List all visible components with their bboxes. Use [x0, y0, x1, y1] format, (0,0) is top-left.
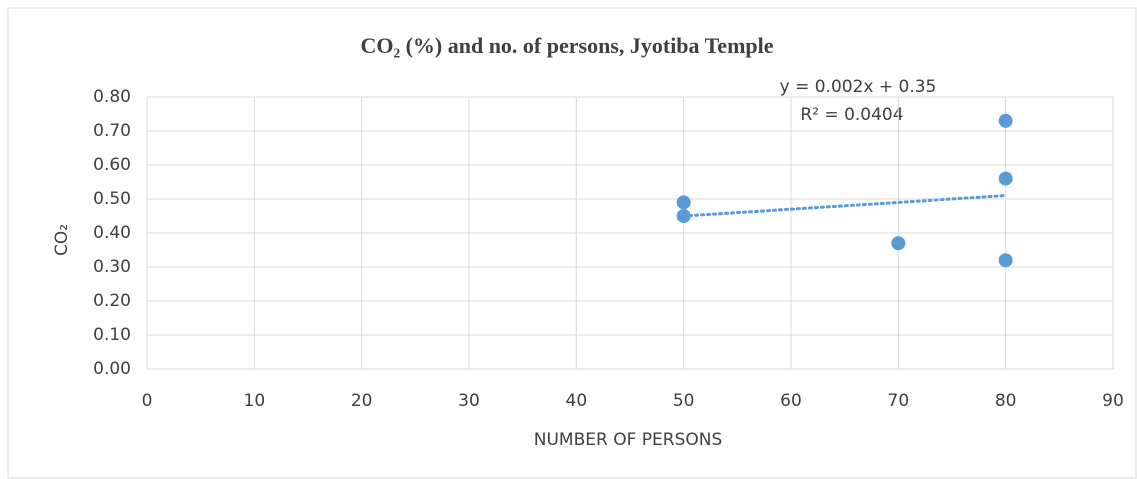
trend-equation: y = 0.002x + 0.35 — [780, 77, 937, 97]
scatter-point — [998, 171, 1013, 186]
scatter-point — [891, 236, 906, 251]
x-tick-label: 0 — [142, 391, 153, 411]
x-tick-label: 50 — [673, 391, 695, 411]
y-tick-label: 0.20 — [93, 291, 131, 311]
scatter-point — [676, 209, 691, 223]
y-tick-label: 0.30 — [93, 257, 131, 277]
x-tick-label: 40 — [566, 391, 588, 411]
y-tick-label: 0.10 — [93, 325, 131, 345]
x-tick-label: 80 — [995, 391, 1017, 411]
x-tick-label: 20 — [351, 391, 373, 411]
y-tick-label: 0.50 — [93, 189, 131, 209]
trendline — [682, 194, 1008, 218]
y-tick-label: 0.60 — [93, 155, 131, 175]
y-tick-label: 0.40 — [93, 223, 131, 243]
y-tick-label: 0.70 — [93, 121, 131, 141]
scatter-point — [676, 195, 691, 210]
scatter-point — [998, 113, 1013, 128]
x-tick-label: 60 — [780, 391, 802, 411]
x-tick-label: 10 — [244, 391, 266, 411]
x-tick-label: 90 — [1102, 391, 1124, 411]
chart-border — [7, 7, 1137, 479]
x-axis-label: NUMBER OF PERSONS — [534, 430, 723, 450]
trend-r2: R² = 0.0404 — [800, 105, 903, 125]
y-tick-label: 0.80 — [93, 87, 131, 107]
chart-title: CO₂ (%) and no. of persons, Jyotiba Temp… — [360, 33, 773, 58]
x-tick-label: 70 — [888, 391, 910, 411]
scatter-point — [998, 253, 1013, 268]
x-tick-label: 30 — [458, 391, 480, 411]
y-tick-label: 0.00 — [93, 359, 131, 379]
y-axis-label: CO₂ — [52, 224, 72, 256]
